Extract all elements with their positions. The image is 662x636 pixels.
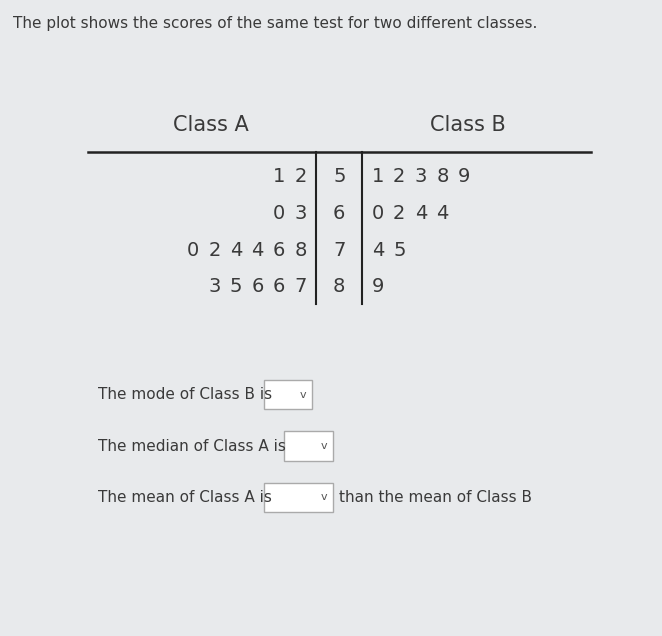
Text: than the mean of Class B: than the mean of Class B [340, 490, 532, 505]
Text: 2: 2 [295, 167, 307, 186]
Text: The median of Class A is: The median of Class A is [98, 439, 286, 453]
Text: 8: 8 [436, 167, 449, 186]
Text: 4: 4 [371, 240, 384, 259]
Text: 7: 7 [295, 277, 307, 296]
Text: 3: 3 [414, 167, 427, 186]
Text: 7: 7 [333, 240, 346, 259]
Text: v: v [320, 492, 327, 502]
Text: 0: 0 [273, 204, 285, 223]
Text: 6: 6 [273, 277, 285, 296]
Text: 9: 9 [457, 167, 470, 186]
Text: Class B: Class B [430, 115, 505, 135]
FancyBboxPatch shape [264, 380, 312, 410]
Text: 0: 0 [187, 240, 199, 259]
Text: 2: 2 [393, 204, 406, 223]
Text: 6: 6 [333, 204, 346, 223]
Text: 4: 4 [414, 204, 427, 223]
Text: 0: 0 [371, 204, 384, 223]
Text: Class A: Class A [173, 115, 249, 135]
FancyBboxPatch shape [285, 431, 332, 460]
Text: 1: 1 [371, 167, 384, 186]
Text: 2: 2 [209, 240, 221, 259]
Text: The plot shows the scores of the same test for two different classes.: The plot shows the scores of the same te… [13, 16, 538, 31]
Text: 8: 8 [295, 240, 307, 259]
Text: 3: 3 [209, 277, 221, 296]
Text: 6: 6 [273, 240, 285, 259]
Text: 6: 6 [252, 277, 264, 296]
Text: 4: 4 [252, 240, 264, 259]
Text: v: v [300, 390, 307, 399]
Text: 5: 5 [333, 167, 346, 186]
Text: v: v [320, 441, 327, 451]
Text: 5: 5 [230, 277, 242, 296]
Text: 1: 1 [273, 167, 285, 186]
Text: 8: 8 [333, 277, 346, 296]
Text: 2: 2 [393, 167, 406, 186]
FancyBboxPatch shape [264, 483, 332, 512]
Text: 4: 4 [230, 240, 242, 259]
Text: The mode of Class B is: The mode of Class B is [98, 387, 272, 402]
Text: The mean of Class A is: The mean of Class A is [98, 490, 272, 505]
Text: 3: 3 [295, 204, 307, 223]
Text: 5: 5 [393, 240, 406, 259]
Text: 9: 9 [371, 277, 384, 296]
Text: 4: 4 [436, 204, 449, 223]
